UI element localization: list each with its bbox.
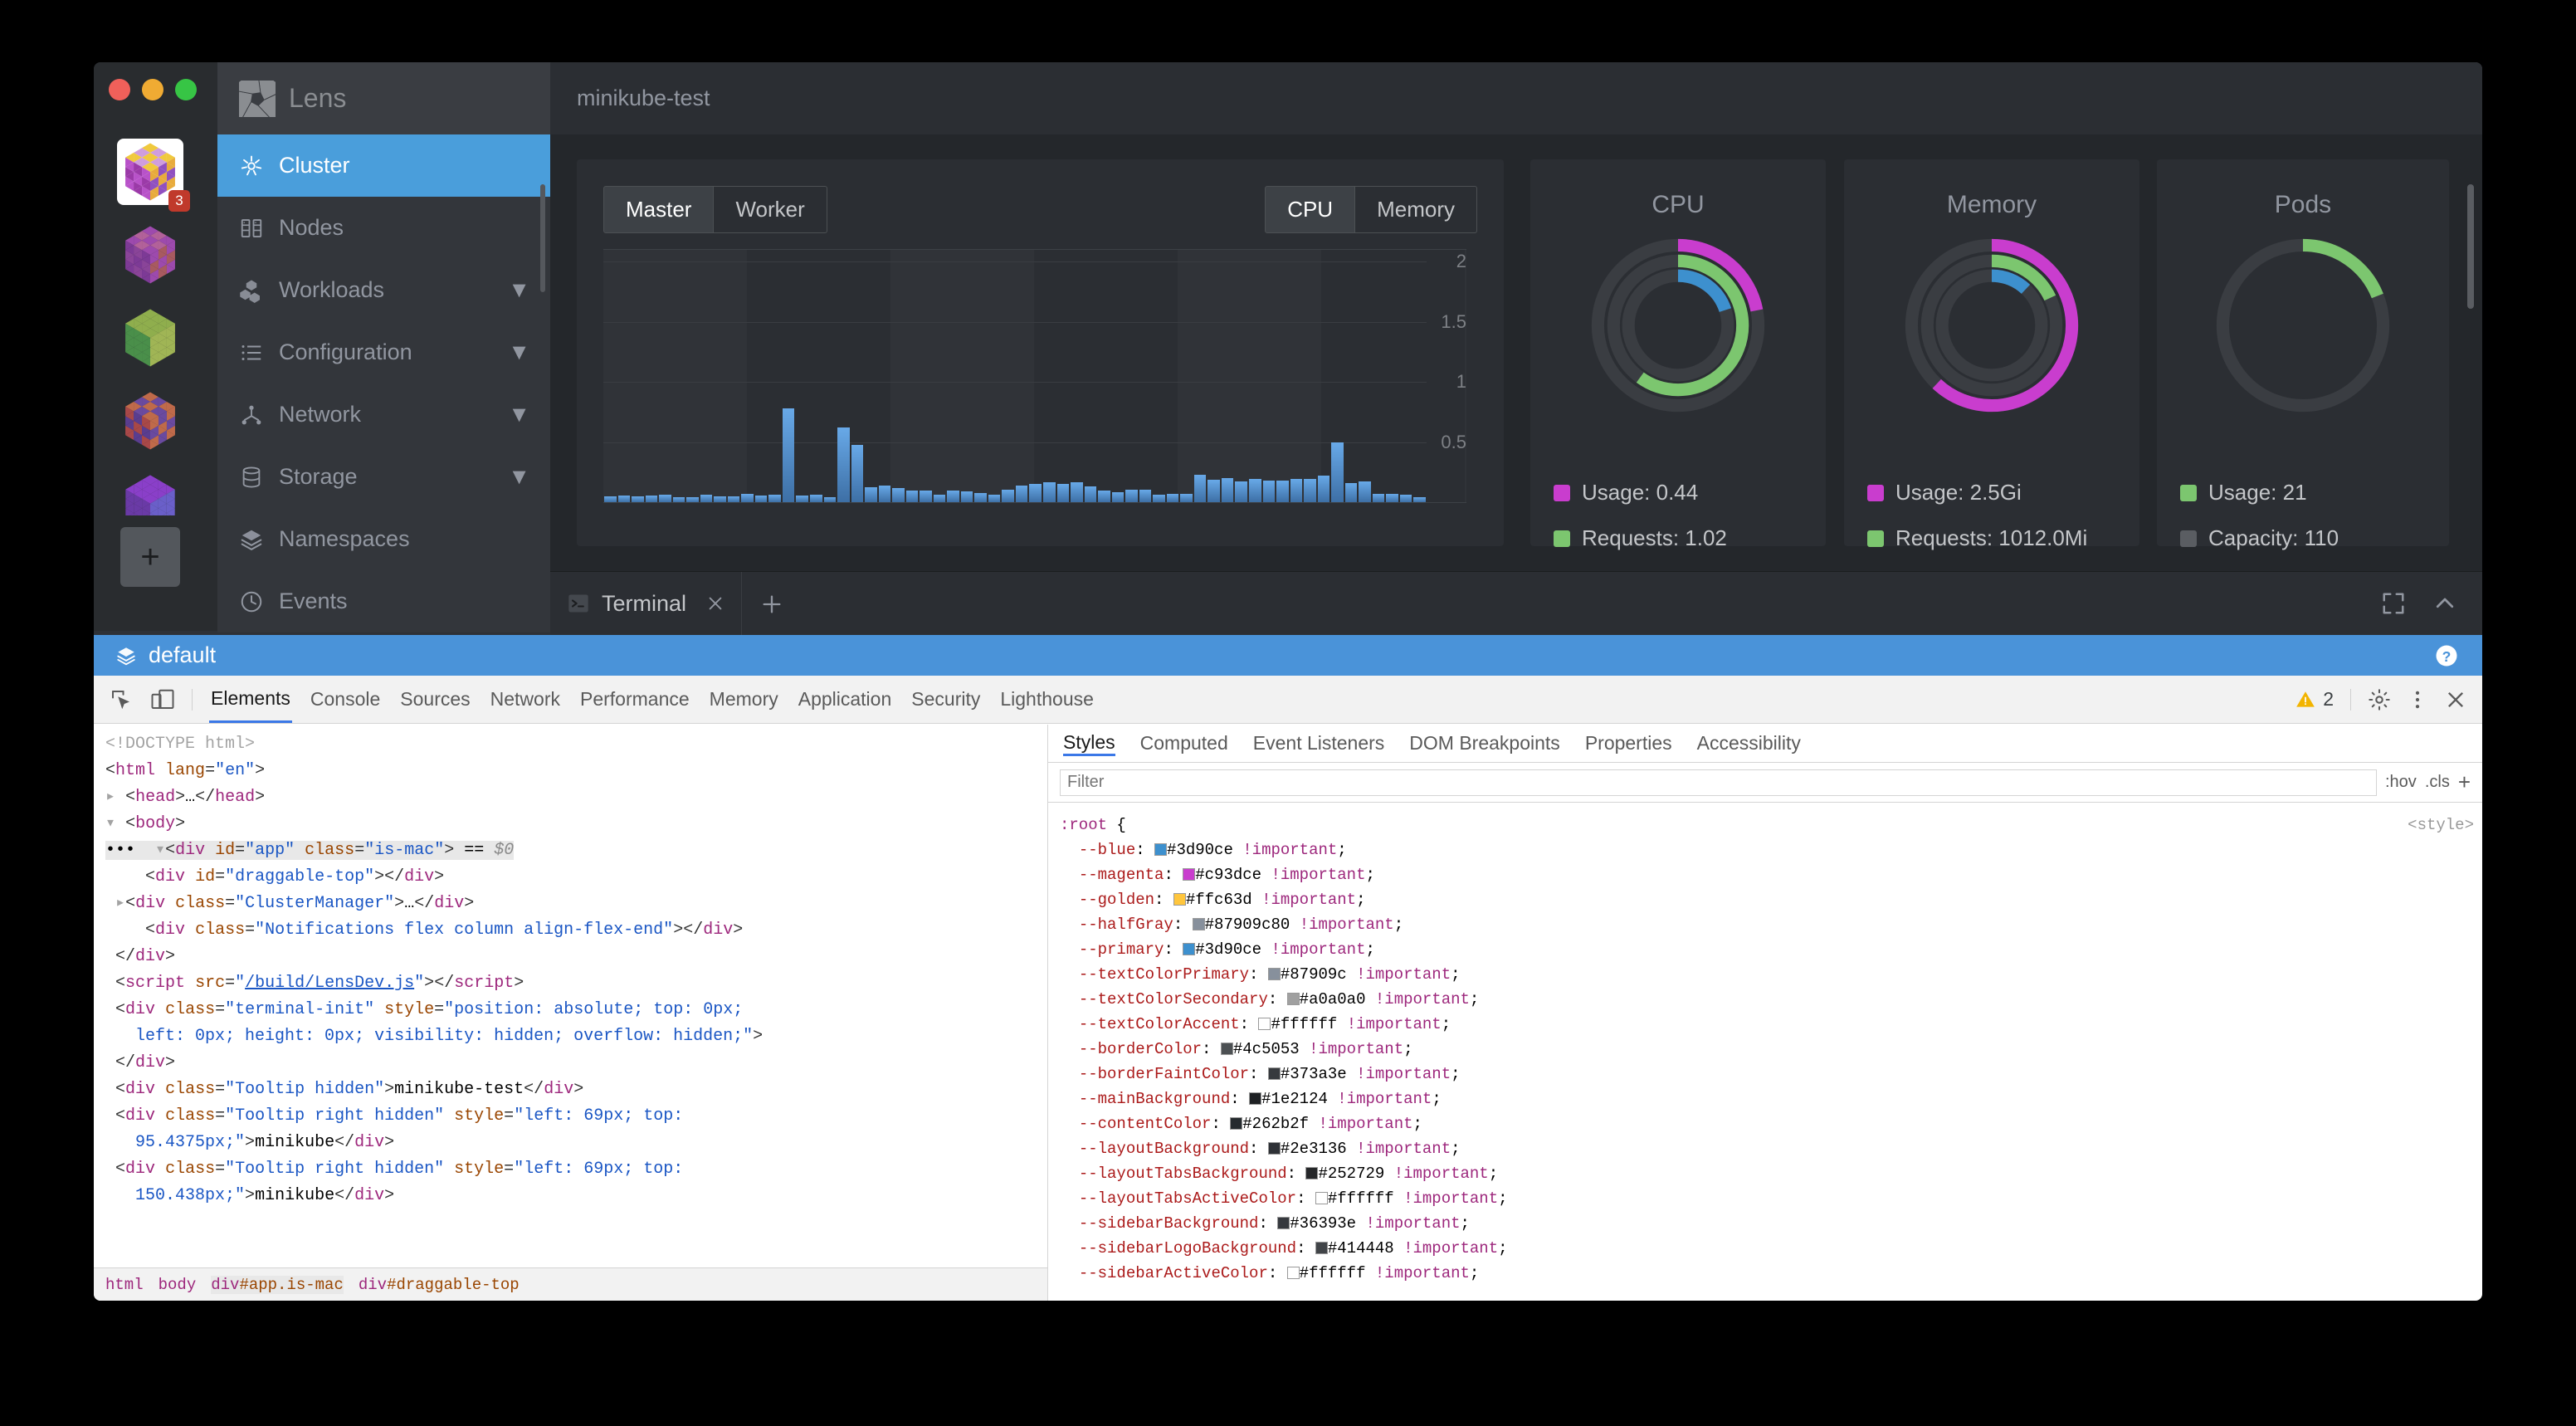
svg-text:?: ? [2442,647,2452,664]
